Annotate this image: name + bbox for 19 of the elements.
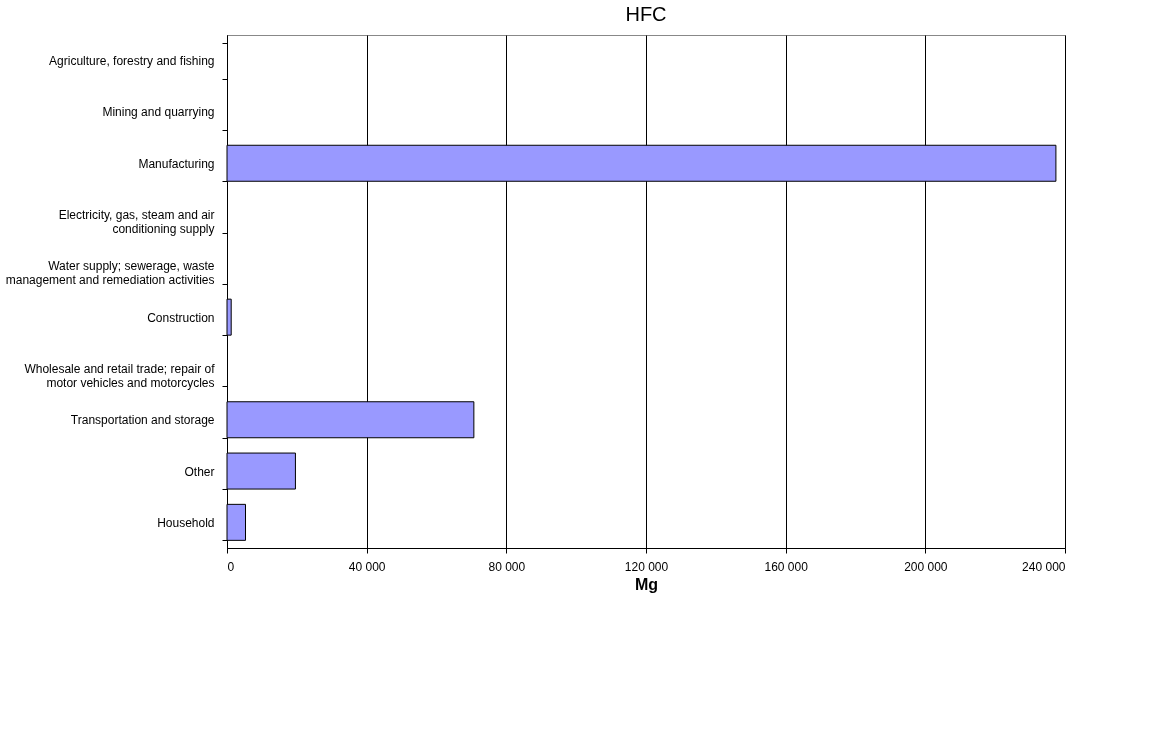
y-tick-label: Transportation and storage [70,413,215,428]
y-tick-label: Mining and quarrying [102,105,215,120]
x-tick-label: 0 [227,559,235,574]
x-tick-label: 240 000 [1022,559,1066,574]
y-tick-label: Wholesale and retail trade; repair of motor vehicles and motorcycles [24,361,216,390]
x-tick-label: 200 000 [904,559,948,574]
y-tick-label: Agriculture, forestry and fishing [49,54,215,69]
x-axis-title: Mg [634,575,659,593]
x-tick-label: 120 000 [624,559,669,574]
y-tick-label: Other [184,464,215,479]
y-tick-label: Household [157,515,215,530]
x-tick-label: 80 000 [488,559,526,574]
x-tick-label: 40 000 [348,559,386,574]
y-tick-label: Manufacturing [138,156,215,171]
y-tick-label: Water supply; sewerage, waste management and remediation activities [5,259,215,288]
y-tick-label: Construction [147,310,215,325]
y-tick-label: Electricity, gas, steam and air conditioning supply [58,208,215,237]
chart-title: HFC [625,3,667,25]
x-tick-label: 160 000 [764,559,809,574]
